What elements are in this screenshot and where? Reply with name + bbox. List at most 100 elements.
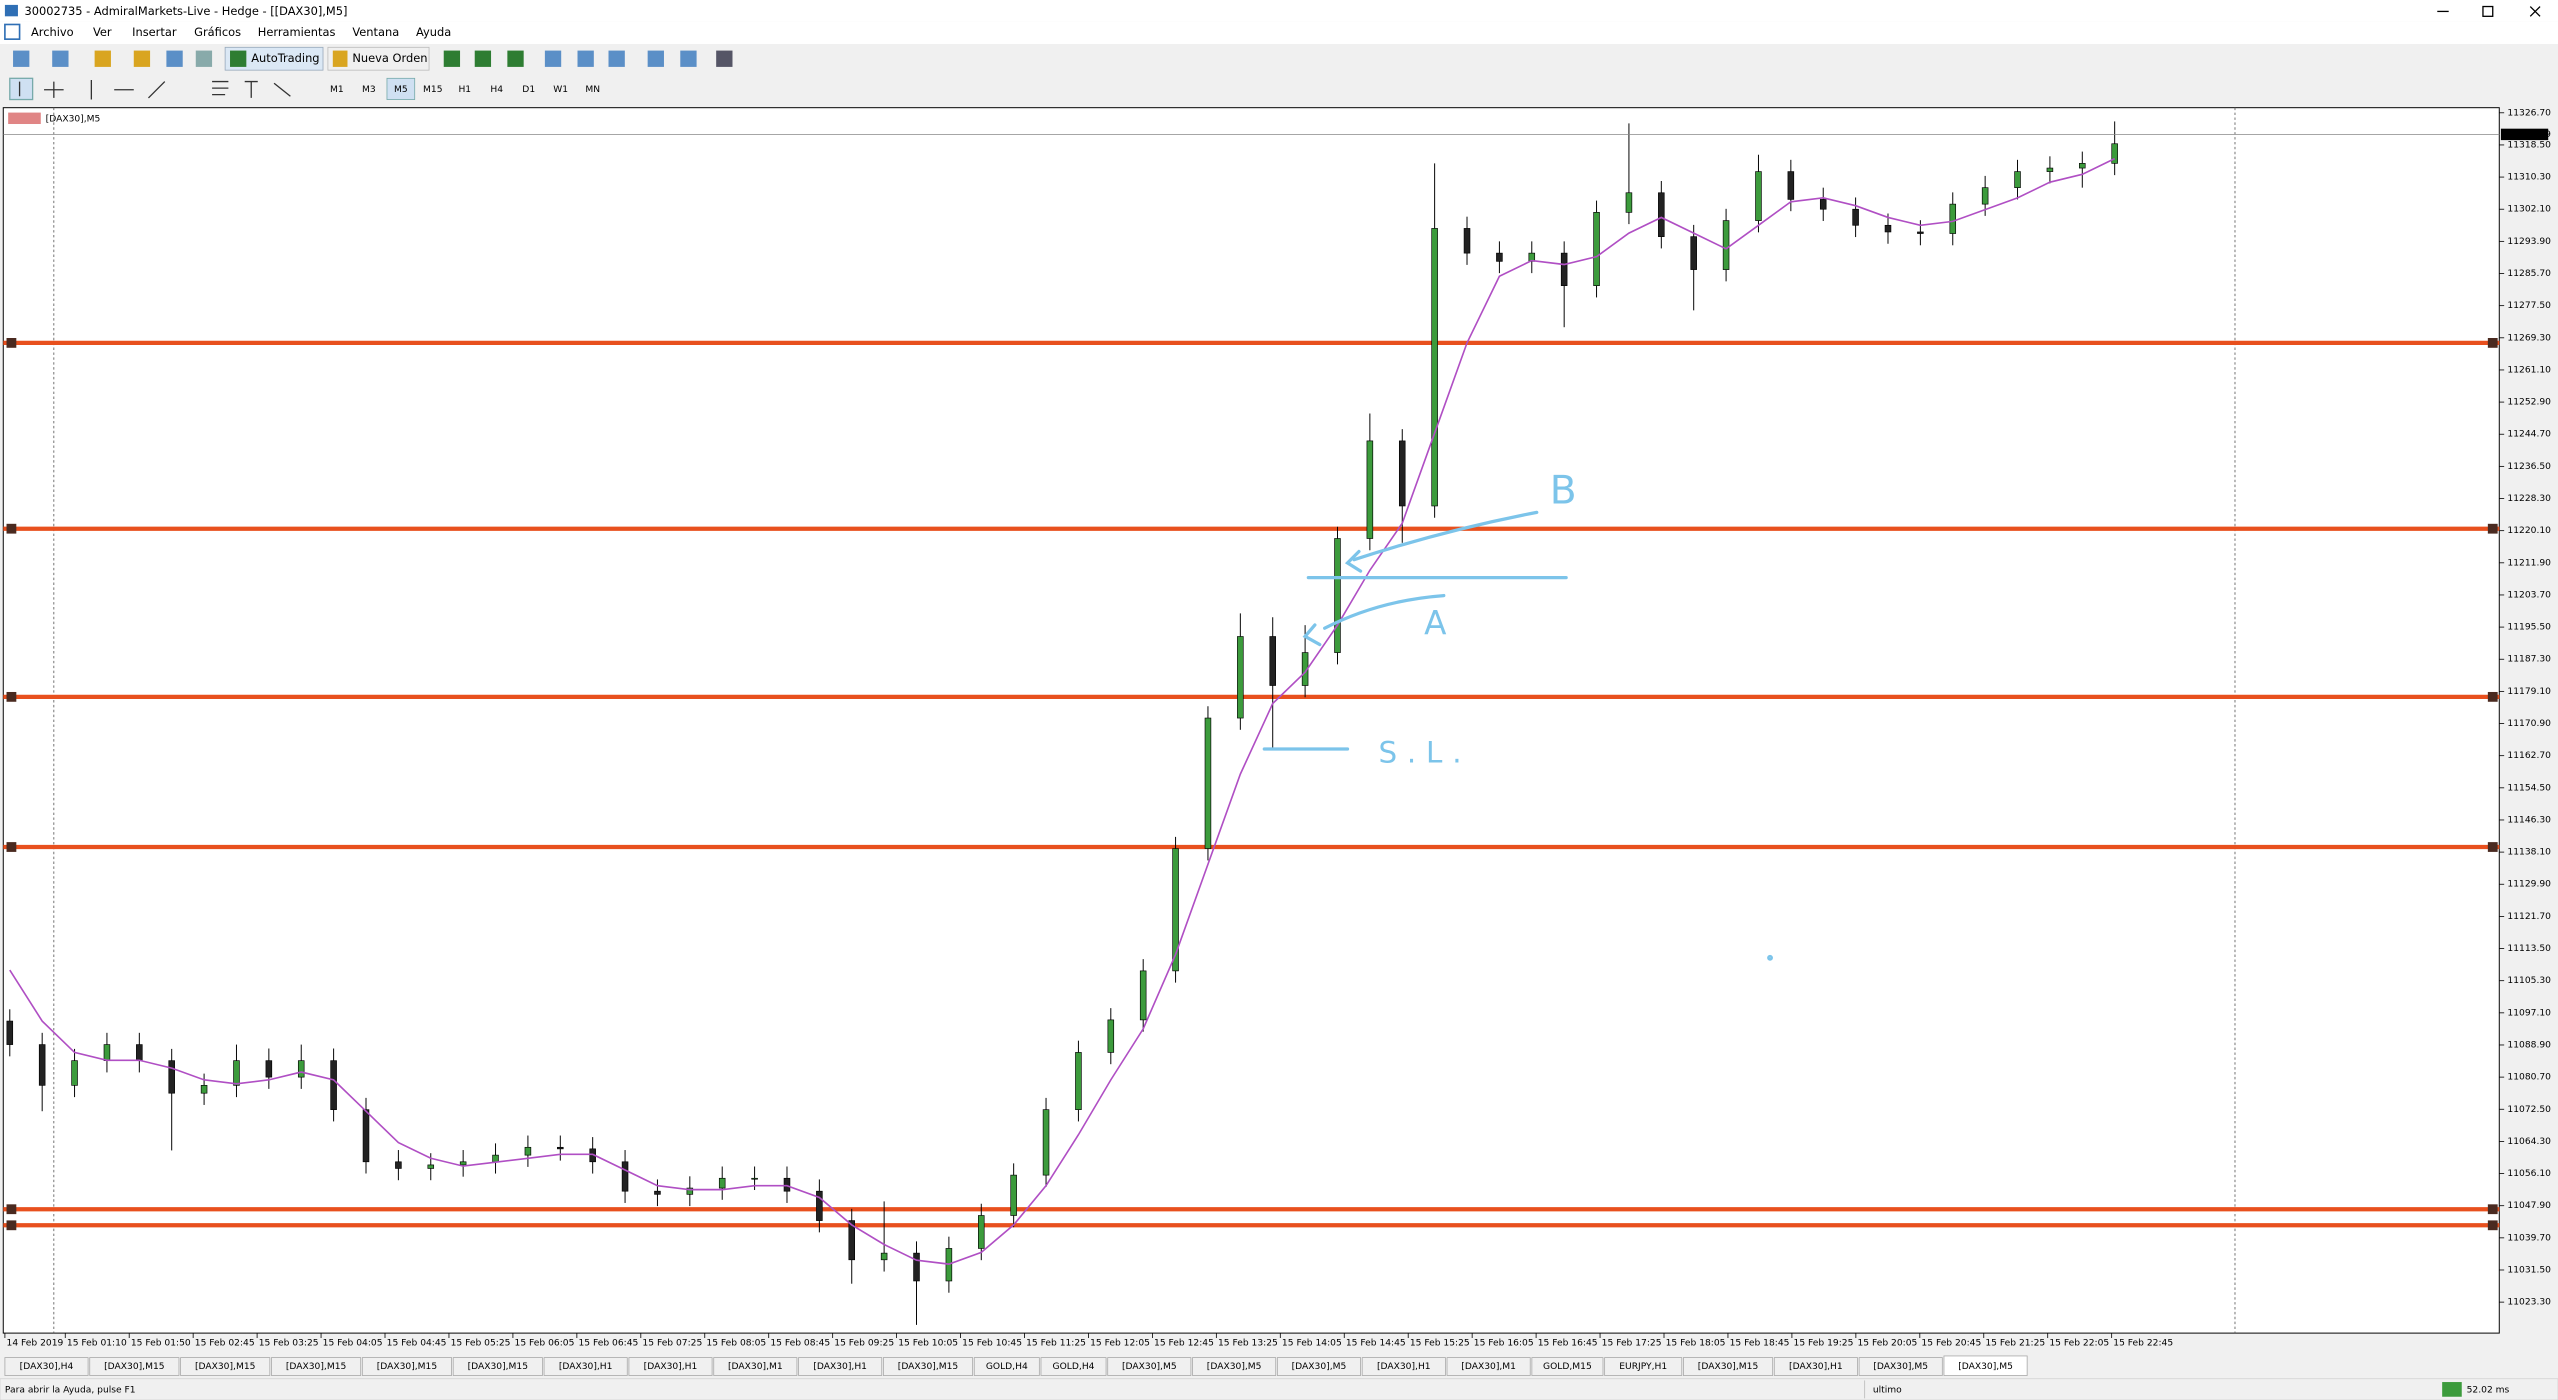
timeframe[interactable]: M15	[423, 85, 443, 95]
tab-label[interactable]: [DAX30],H4	[20, 1362, 74, 1372]
candle-body	[1658, 192, 1665, 237]
timeframe[interactable]: H4	[490, 85, 503, 95]
tab[interactable]	[1276, 1357, 1361, 1376]
menu-item[interactable]: Gráficos	[194, 25, 241, 39]
tab[interactable]	[798, 1357, 883, 1376]
tab-label[interactable]: [DAX30],M15	[468, 1362, 529, 1372]
tab-label[interactable]: [DAX30],M15	[104, 1362, 165, 1372]
y-tick-label: 11080.70	[2507, 1073, 2551, 1083]
tab[interactable]	[361, 1357, 452, 1376]
x-tick-label: 15 Feb 10:45	[962, 1338, 1022, 1348]
tab[interactable]	[1446, 1357, 1531, 1376]
x-tick-label: 15 Feb 14:45	[1346, 1338, 1406, 1348]
level-handle	[2487, 691, 2498, 702]
tab[interactable]	[1773, 1357, 1858, 1376]
tab[interactable]	[271, 1357, 362, 1376]
candle-body	[718, 1177, 726, 1189]
x-tick-label: 15 Feb 01:10	[67, 1338, 127, 1348]
tab-label[interactable]: [DAX30],M5	[1122, 1362, 1177, 1372]
timeframe-active[interactable]	[386, 77, 416, 100]
tab-label[interactable]: [DAX30],M5	[1958, 1362, 2013, 1372]
tab[interactable]	[973, 1357, 1040, 1376]
candle-body	[492, 1154, 499, 1163]
tab-label[interactable]: [DAX30],M15	[286, 1362, 347, 1372]
candle-body	[1237, 636, 1244, 719]
tab-active[interactable]	[1943, 1355, 2028, 1376]
tab[interactable]	[180, 1357, 271, 1376]
tab-label[interactable]: GOLD,H4	[986, 1362, 1028, 1372]
timeframe[interactable]: M1	[330, 85, 344, 95]
candle-body	[1334, 538, 1341, 653]
status-help: Para abrir la Ayuda, pulse F1	[5, 1386, 136, 1396]
timeframe[interactable]: H1	[458, 85, 471, 95]
x-tick-label: 15 Feb 14:05	[1282, 1338, 1342, 1348]
level-handle	[2487, 1204, 2498, 1215]
tab[interactable]	[882, 1357, 974, 1376]
menu-item[interactable]: Ayuda	[416, 25, 451, 39]
tab[interactable]	[4, 1357, 89, 1376]
candle-body	[1755, 171, 1762, 221]
candle-body	[686, 1187, 694, 1195]
menu-item[interactable]: Insertar	[132, 25, 177, 39]
close[interactable]	[2529, 6, 2541, 17]
tab-label[interactable]: [DAX30],M1	[728, 1362, 783, 1372]
tab-label[interactable]: [DAX30],M15	[898, 1362, 959, 1372]
menu-icon	[4, 23, 21, 40]
tab[interactable]	[713, 1357, 798, 1376]
tab-label[interactable]: [DAX30],H1	[559, 1362, 613, 1372]
menu-item[interactable]: Ventana	[352, 25, 399, 39]
tab-label[interactable]: [DAX30],M15	[377, 1362, 438, 1372]
tab-label[interactable]: [DAX30],M5	[1873, 1362, 1928, 1372]
timeframe[interactable]: MN	[585, 85, 600, 95]
timeframe[interactable]: M3	[362, 85, 376, 95]
tab[interactable]	[1604, 1357, 1683, 1376]
timeframe[interactable]: W1	[553, 85, 568, 95]
x-tick-label: 15 Feb 04:05	[323, 1338, 383, 1348]
tab-label[interactable]: [DAX30],M15	[1698, 1362, 1759, 1372]
tab-label[interactable]: [DAX30],M1	[1461, 1362, 1516, 1372]
tab[interactable]	[1192, 1357, 1277, 1376]
autotrading-button[interactable]	[224, 46, 324, 71]
timeframe[interactable]: D1	[522, 85, 535, 95]
tab-label[interactable]: [DAX30],H1	[1377, 1362, 1431, 1372]
menu-item[interactable]: Ver	[93, 25, 112, 39]
y-tick-label: 11154.50	[2507, 783, 2551, 793]
tab-label[interactable]: GOLD,H4	[1053, 1362, 1095, 1372]
tab[interactable]	[1040, 1357, 1107, 1376]
tab-label[interactable]: [DAX30],H1	[813, 1362, 867, 1372]
y-tick-label: 11064.30	[2507, 1137, 2551, 1147]
tab[interactable]	[628, 1357, 713, 1376]
menu-item[interactable]: Archivo	[31, 25, 74, 39]
tab-label[interactable]: [DAX30],H1	[1789, 1362, 1843, 1372]
tab[interactable]	[1361, 1357, 1446, 1376]
tab-label[interactable]: [DAX30],H1	[644, 1362, 698, 1372]
tab-label[interactable]: EURJPY,H1	[1619, 1362, 1667, 1372]
tab-label[interactable]: [DAX30],M15	[195, 1362, 256, 1372]
y-tick-label: 11252.90	[2507, 398, 2551, 408]
tab[interactable]	[543, 1357, 628, 1376]
x-tick-label: 15 Feb 05:25	[451, 1338, 511, 1348]
new-order-button[interactable]	[327, 46, 430, 71]
tab[interactable]	[1858, 1357, 1943, 1376]
level-handle	[6, 1220, 17, 1231]
y-tick-label: 11211.90	[2507, 558, 2551, 568]
tab[interactable]	[1107, 1357, 1192, 1376]
candle-body	[1204, 717, 1212, 849]
tab[interactable]	[1683, 1357, 1774, 1376]
tab[interactable]	[89, 1357, 180, 1376]
candle-body	[1431, 228, 1438, 507]
tab[interactable]	[452, 1357, 543, 1376]
tab-label[interactable]: GOLD,M15	[1543, 1362, 1592, 1372]
menu-item[interactable]: Herramientas	[258, 25, 336, 39]
y-tick-label: 11326.70	[2507, 108, 2551, 118]
y-tick-label: 11105.30	[2507, 976, 2551, 986]
timeframe[interactable]: M5	[394, 85, 408, 95]
moving-average	[9, 157, 2116, 1265]
tab-label[interactable]: [DAX30],M5	[1207, 1362, 1262, 1372]
candle-body	[1625, 192, 1633, 213]
tab-label[interactable]: [DAX30],M5	[1292, 1362, 1347, 1372]
restore[interactable]	[2482, 5, 2494, 17]
tab[interactable]	[1531, 1357, 1604, 1376]
x-tick-label: 15 Feb 18:45	[1730, 1338, 1790, 1348]
x-tick-label: 15 Feb 16:05	[1474, 1338, 1534, 1348]
